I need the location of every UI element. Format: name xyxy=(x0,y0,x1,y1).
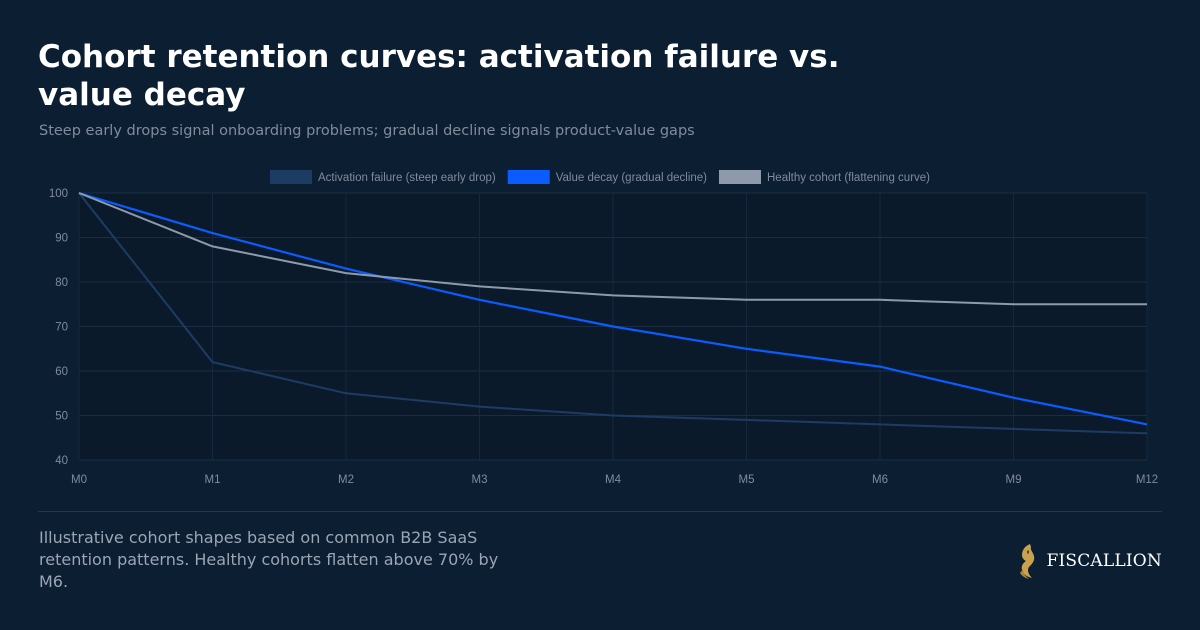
series-line-2 xyxy=(78,191,1148,426)
x-tick-label: M1 xyxy=(205,474,221,486)
y-tick-label: 40 xyxy=(55,455,68,467)
y-tick-label: 80 xyxy=(55,277,68,289)
y-axis: 40 50 60 70 80 90 100 xyxy=(49,188,68,467)
chart-title: Cohort retention curves: activation fail… xyxy=(38,39,840,113)
legend-label: Activation failure (steep early drop) xyxy=(318,172,496,184)
y-tick-label: 90 xyxy=(55,233,68,245)
chart-subtitle: Steep early drops signal onboarding prob… xyxy=(39,123,695,139)
y-tick-label: 60 xyxy=(55,366,68,378)
x-tick-label: M0 xyxy=(71,474,87,486)
series-line-3 xyxy=(78,192,1147,306)
legend-swatch xyxy=(719,170,761,184)
brand-logo: FISCALLION xyxy=(1016,541,1162,581)
series-line-1 xyxy=(78,192,1148,435)
x-tick-label: M2 xyxy=(338,474,354,486)
x-tick-label: M12 xyxy=(1136,474,1158,486)
x-tick-label: M4 xyxy=(605,474,622,486)
x-tick-label: M9 xyxy=(1006,474,1022,486)
x-tick-label: M6 xyxy=(872,474,888,486)
footer-divider xyxy=(38,511,1162,512)
x-tick-label: M5 xyxy=(739,474,755,486)
x-tick-label: M3 xyxy=(472,474,488,486)
x-axis: M0 M1 M2 M3 M4 M5 M6 M9 M12 xyxy=(71,474,1158,486)
legend-swatch xyxy=(507,170,550,184)
chart-series xyxy=(78,191,1148,435)
y-tick-label: 100 xyxy=(49,188,68,200)
footnote: Illustrative cohort shapes based on comm… xyxy=(39,528,499,591)
brand-name: FISCALLION xyxy=(1046,551,1162,571)
legend-swatch xyxy=(270,170,312,184)
y-tick-label: 50 xyxy=(55,411,68,423)
retention-line-chart: Activation failure (steep early drop) Val… xyxy=(49,170,1158,486)
y-tick-label: 70 xyxy=(55,322,68,334)
legend-label: Value decay (gradual decline) xyxy=(556,172,707,184)
horse-head-icon xyxy=(1020,544,1035,579)
legend-label: Healthy cohort (flattening curve) xyxy=(767,172,930,184)
chart-legend: Activation failure (steep early drop) Val… xyxy=(270,170,930,184)
